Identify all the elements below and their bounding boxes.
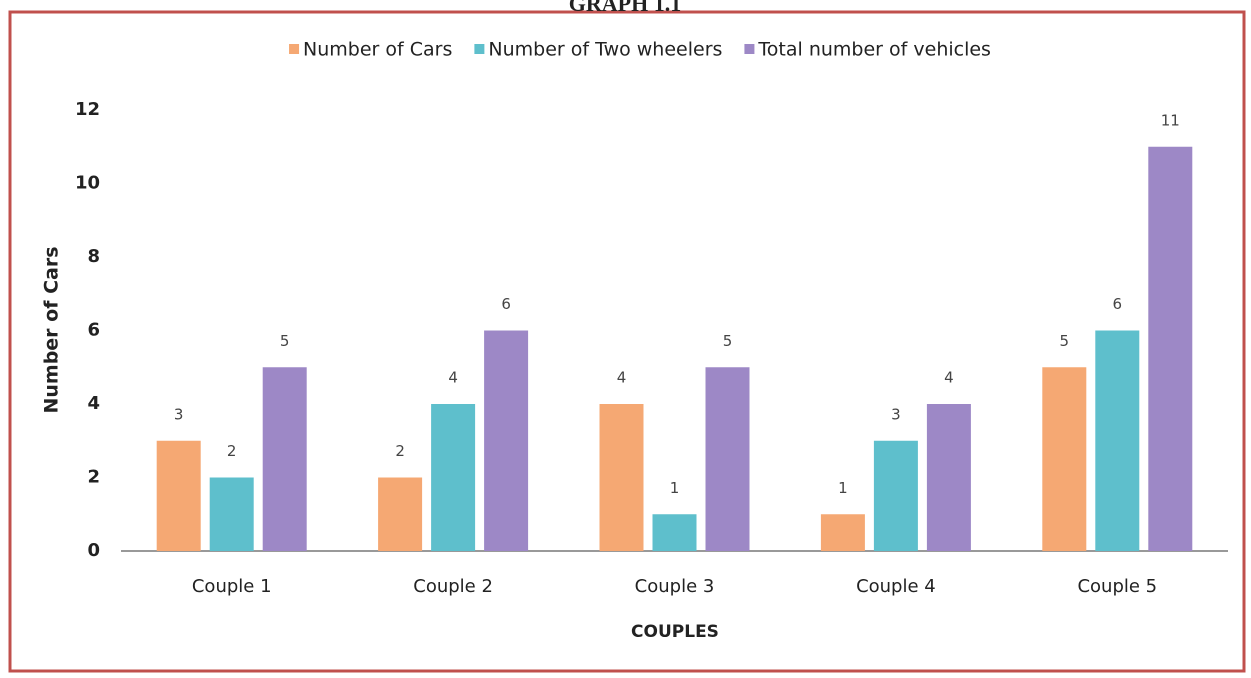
bar [156,440,201,551]
y-axis-label: Number of Cars [41,246,63,413]
legend-swatch [289,44,300,54]
chart-frame [8,10,1246,673]
x-tick-label: Couple 3 [635,576,715,597]
x-tick-label: Couple 1 [192,576,272,597]
value-label: 2 [227,442,237,460]
x-tick-label: Couple 4 [856,576,936,597]
bar [262,367,307,551]
legend-label: Number of Cars [303,39,452,61]
value-label: 3 [174,405,184,423]
value-label: 5 [1060,332,1070,350]
y-tick-label: 4 [87,393,100,414]
bar [1148,146,1193,551]
y-tick-label: 0 [87,540,100,561]
value-label: 4 [448,369,458,387]
value-label: 1 [838,479,848,497]
y-tick-label: 6 [87,320,100,341]
bar [652,514,697,551]
bar [873,440,918,551]
bar [705,367,750,551]
x-tick-label: Couple 2 [413,576,493,597]
bar [926,404,971,551]
x-tick-label: Couple 5 [1077,576,1157,597]
bar [599,404,644,551]
value-label: 2 [395,442,405,460]
bar [209,477,254,551]
bar [484,330,529,551]
bar [1042,367,1087,551]
y-tick-label: 2 [87,467,100,488]
bar [820,514,865,551]
value-label: 11 [1161,111,1180,129]
legend-label: Number of Two wheelers [488,39,722,61]
value-label: 6 [501,295,511,313]
value-label: 1 [670,479,680,497]
legend-label: Total number of vehicles [757,39,991,61]
x-axis-label: COUPLES [631,622,719,642]
y-tick-label: 8 [87,246,100,267]
bar [431,404,476,551]
bar [1095,330,1140,551]
value-label: 3 [891,405,901,423]
value-label: 4 [617,369,627,387]
y-tick-label: 12 [75,99,100,120]
legend-swatch [474,44,485,54]
value-label: 5 [723,332,733,350]
value-label: 4 [944,369,954,387]
value-label: 6 [1113,295,1123,313]
chart-title: GRAPH 1.1 [569,0,681,16]
y-tick-label: 10 [75,173,100,194]
value-label: 5 [280,332,290,350]
legend-swatch [744,44,755,54]
bar [378,477,423,551]
